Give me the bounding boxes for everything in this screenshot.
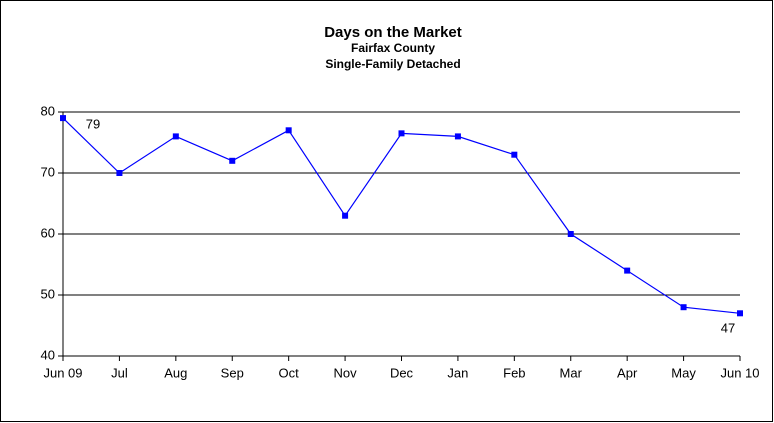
marker: [116, 170, 123, 176]
y-tick-label: 40: [41, 347, 55, 362]
x-tick-label: Nov: [334, 365, 358, 380]
x-tick-label: Jul: [111, 365, 128, 380]
x-tick-label: Sep: [221, 365, 244, 380]
marker: [680, 304, 687, 311]
marker: [172, 133, 179, 140]
x-tick-label: Apr: [617, 365, 638, 380]
marker: [229, 157, 236, 164]
chart-title: Days on the Market: [324, 24, 462, 41]
x-tick-label: Aug: [164, 365, 187, 380]
y-tick-label: 80: [41, 103, 55, 118]
marker: [567, 231, 574, 237]
y-tick-label: 70: [41, 164, 55, 179]
x-tick-label: Jan: [447, 365, 468, 380]
marker: [737, 310, 743, 317]
x-tick-label: Jun 10: [720, 365, 759, 380]
x-tick-label: Dec: [390, 365, 414, 380]
x-tick-label: May: [671, 365, 696, 380]
y-tick-label: 50: [41, 286, 55, 301]
chart-subtitle: Fairfax County: [351, 41, 435, 55]
x-tick-label: Jun 09: [43, 365, 82, 380]
marker: [60, 115, 66, 122]
marker: [398, 130, 405, 137]
data-label: 47: [721, 321, 735, 336]
data-label: 79: [86, 117, 100, 132]
marker: [454, 133, 461, 140]
marker: [285, 127, 292, 134]
chart-subtitle: Single-Family Detached: [325, 57, 460, 71]
y-tick-label: 60: [41, 225, 55, 240]
x-tick-label: Feb: [503, 365, 525, 380]
x-tick-label: Mar: [560, 365, 583, 380]
x-tick-label: Oct: [279, 365, 300, 380]
marker: [624, 267, 631, 274]
marker: [511, 151, 518, 158]
marker: [342, 212, 349, 219]
